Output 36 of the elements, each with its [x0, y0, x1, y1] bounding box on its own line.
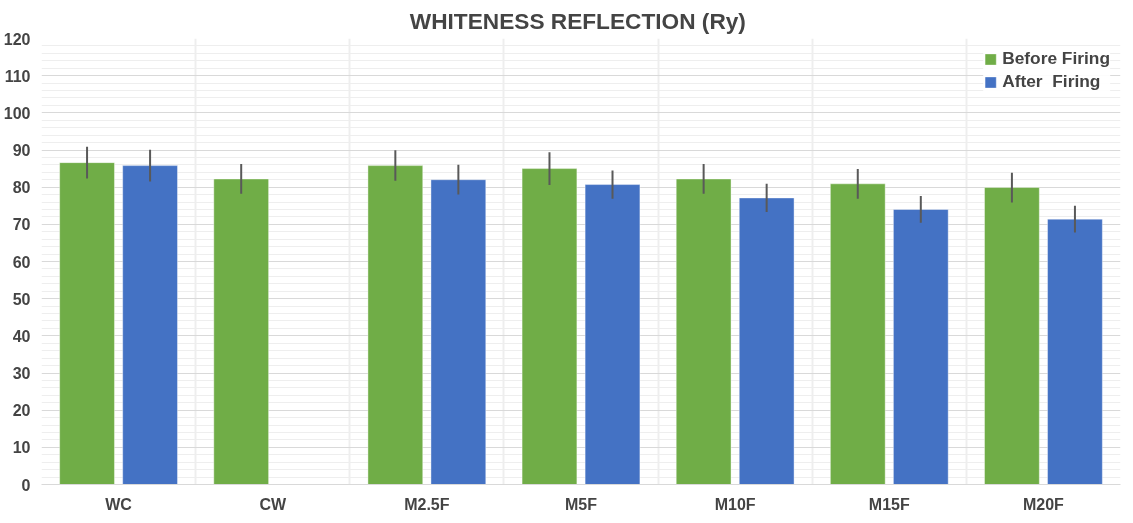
y-tick-label: 70	[12, 216, 31, 234]
bar	[738, 197, 795, 485]
y-tick-label: 50	[12, 290, 31, 308]
bar	[584, 184, 641, 485]
bar	[892, 208, 949, 485]
y-tick-label: 80	[12, 179, 31, 197]
bar	[430, 179, 487, 485]
x-tick-label: CW	[259, 495, 287, 513]
y-tick-label: 40	[12, 327, 31, 345]
chart-title: WHITENESS REFLECTION (Ry)	[409, 7, 746, 34]
x-tick-label: WC	[105, 495, 133, 513]
bar	[213, 178, 270, 485]
y-tick-label: 110	[4, 67, 31, 85]
bar	[675, 178, 732, 485]
y-tick-label: 10	[12, 439, 31, 457]
x-tick-label: M5F	[565, 495, 598, 513]
x-tick-label: M2.5F	[404, 495, 450, 513]
legend-label: Before Firing	[1002, 48, 1110, 69]
bar	[367, 165, 424, 485]
bar	[521, 168, 578, 485]
y-tick-label: 90	[12, 142, 31, 159]
legend-label: After Firing	[1002, 71, 1101, 92]
bar	[1047, 218, 1103, 485]
x-tick-label: M20F	[1022, 495, 1065, 513]
y-tick-label: 30	[12, 365, 31, 382]
y-tick-label: 60	[12, 253, 31, 271]
x-tick-label: M10F	[714, 495, 756, 513]
bar	[984, 187, 1040, 485]
y-tick-label: 120	[3, 30, 31, 48]
bar	[122, 165, 178, 485]
y-tick-label: 20	[12, 402, 31, 420]
x-tick-label: M15F	[868, 495, 910, 513]
y-tick-label: 0	[21, 476, 31, 494]
bar	[59, 162, 115, 485]
y-tick-label: 100	[3, 104, 31, 122]
bar	[829, 183, 886, 485]
